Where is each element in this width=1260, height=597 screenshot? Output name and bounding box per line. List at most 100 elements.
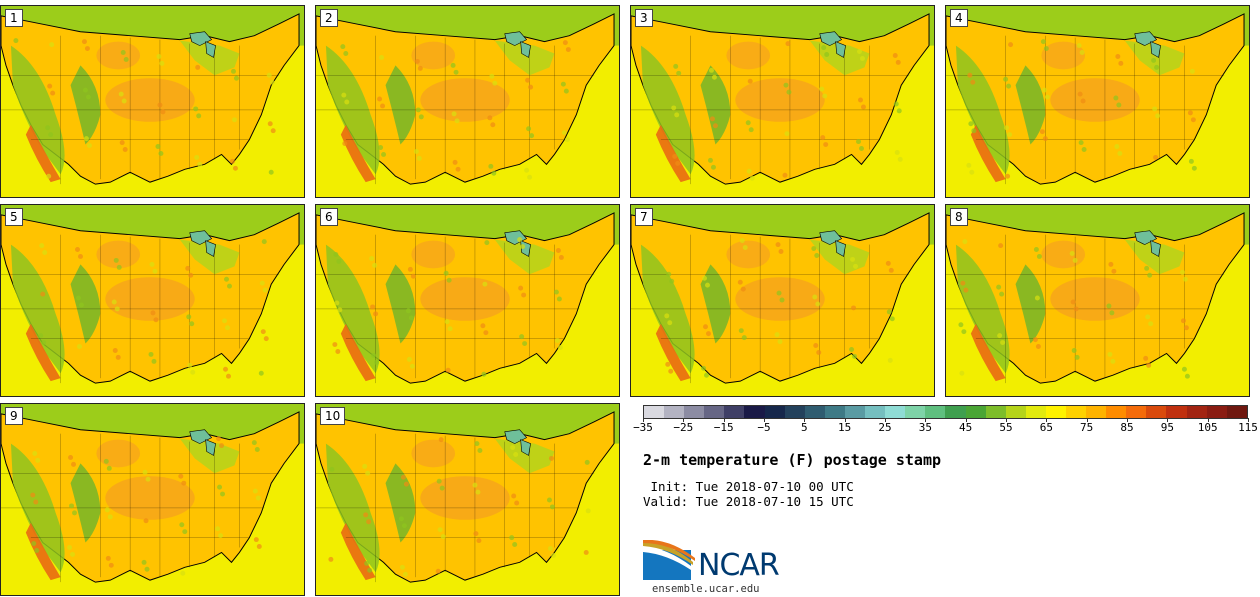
temperature-speckle	[220, 491, 226, 497]
temperature-speckle	[776, 290, 782, 296]
temperature-speckle	[1151, 57, 1157, 63]
colorbar-tick-label: 65	[1039, 421, 1053, 434]
temperature-speckle	[892, 53, 898, 58]
temperature-speckle	[822, 93, 828, 99]
colorbar-cell	[885, 406, 906, 418]
temperature-speckle	[887, 357, 893, 363]
temperature-speckle	[1182, 276, 1188, 282]
colorbar-cell	[704, 406, 725, 418]
stamp-7[interactable]: 7	[630, 204, 935, 397]
temperature-speckle	[967, 72, 973, 78]
temperature-speckle	[373, 311, 379, 317]
temperature-speckle	[824, 52, 830, 57]
temperature-speckle	[106, 465, 112, 471]
temperature-speckle	[190, 369, 196, 375]
temperature-speckle	[188, 272, 194, 278]
stamp-number: 3	[635, 9, 653, 27]
stamp-9[interactable]: 9	[0, 403, 305, 596]
temperature-speckle	[45, 125, 51, 131]
map-conus-temperature	[316, 6, 619, 197]
temperature-speckle	[853, 263, 859, 269]
stamp-2[interactable]: 2	[315, 5, 620, 198]
stamp-10[interactable]: 10	[315, 403, 620, 596]
stamp-1[interactable]: 1	[0, 5, 305, 198]
stamp-3[interactable]: 3	[630, 5, 935, 198]
stamp-5[interactable]: 5	[0, 204, 305, 397]
temperature-speckle	[227, 283, 232, 289]
temperature-speckle	[555, 248, 561, 253]
temperature-speckle	[231, 117, 237, 123]
temperature-speckle	[777, 339, 783, 345]
temperature-speckle	[665, 361, 671, 367]
temperature-speckle	[668, 368, 674, 374]
stamp-4[interactable]: 4	[945, 5, 1250, 198]
hot-region	[25, 522, 61, 581]
temperature-speckle	[410, 273, 416, 279]
colorbar-tick-mark	[844, 418, 846, 422]
temperature-speckle	[966, 162, 972, 168]
temperature-speckle	[13, 38, 19, 44]
temperature-speckle	[709, 116, 715, 122]
greatlakes-region	[494, 438, 555, 474]
temperature-speckle	[784, 131, 790, 137]
temperature-speckle	[452, 159, 458, 165]
warm-region	[96, 41, 141, 70]
temperature-speckle	[811, 246, 817, 252]
temperature-speckle	[1153, 154, 1159, 160]
temperature-speckle	[860, 104, 866, 110]
temperature-speckle	[141, 559, 147, 565]
temperature-speckle	[858, 97, 863, 103]
temperature-speckle	[436, 478, 442, 484]
temperature-speckle	[407, 266, 413, 272]
temperature-speckle	[413, 149, 419, 154]
temperature-speckle	[219, 443, 225, 449]
temperature-speckle	[268, 169, 274, 175]
stamp-number: 7	[635, 208, 653, 226]
colorbar-tick-label: 25	[878, 421, 892, 434]
temperature-speckle	[116, 264, 122, 270]
temperature-speckle	[518, 285, 524, 291]
temperature-speckle	[525, 77, 531, 83]
temperature-speckle	[489, 73, 495, 79]
temperature-speckle	[1115, 53, 1121, 59]
temperature-speckle	[546, 497, 552, 503]
temperature-speckle	[583, 549, 589, 555]
mountain-cool-region	[70, 264, 101, 344]
temperature-speckle	[104, 507, 110, 513]
temperature-speckle	[230, 68, 236, 74]
warm-region	[1050, 277, 1140, 321]
colorbar-tick-label: 105	[1197, 421, 1218, 434]
colorbar-cell	[1065, 406, 1087, 418]
colorbar-tick-label: 115	[1238, 421, 1258, 434]
temperature-speckle	[142, 469, 148, 475]
temperature-speckle	[851, 305, 857, 311]
greatlakes-region	[1124, 239, 1185, 275]
temperature-speckle	[443, 270, 449, 276]
stamp-8[interactable]: 8	[945, 204, 1250, 397]
stamp-6[interactable]: 6	[315, 204, 620, 397]
temperature-speckle	[859, 55, 865, 61]
greatlakes-region	[1124, 40, 1185, 76]
temperature-speckle	[1118, 60, 1124, 66]
colorbar-cell	[1126, 406, 1147, 418]
temperature-speckle	[156, 53, 162, 59]
temperature-speckle	[782, 172, 788, 178]
temperature-speckle	[418, 114, 424, 120]
temperature-speckle	[329, 466, 335, 472]
warm-region	[735, 78, 825, 122]
temperature-speckle	[1147, 272, 1153, 278]
colorbar-tick-mark	[643, 418, 644, 422]
temperature-speckle	[1032, 337, 1038, 343]
colorbar-tick-label: 15	[838, 421, 852, 434]
hot-region	[25, 323, 61, 382]
warm-region	[96, 240, 141, 269]
colorbar-cell	[1206, 406, 1227, 418]
temperature-speckle	[253, 537, 259, 543]
temperature-speckle	[1006, 83, 1012, 89]
temperature-speckle	[197, 161, 203, 167]
colorbar-tick-label: 35	[918, 421, 932, 434]
temperature-speckle	[517, 237, 523, 243]
map-conus-temperature	[946, 6, 1249, 197]
temperature-speckle	[968, 121, 974, 127]
temperature-speckle	[1078, 140, 1084, 146]
